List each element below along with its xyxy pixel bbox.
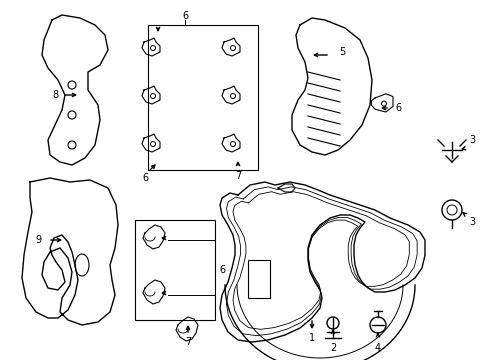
Bar: [148, 25, 258, 170]
Text: 7: 7: [184, 337, 191, 347]
Text: 6: 6: [182, 11, 188, 21]
Text: 3: 3: [468, 135, 474, 145]
Text: 6: 6: [394, 103, 400, 113]
Text: 2: 2: [329, 343, 335, 353]
Text: 8: 8: [52, 90, 58, 100]
Text: 6: 6: [219, 265, 224, 275]
Text: 4: 4: [374, 343, 380, 353]
Text: 3: 3: [468, 217, 474, 227]
Text: 1: 1: [308, 333, 314, 343]
Text: 9: 9: [35, 235, 41, 245]
Text: 6: 6: [142, 173, 148, 183]
Text: 7: 7: [234, 171, 241, 181]
Text: 5: 5: [338, 47, 345, 57]
Bar: [247, 260, 269, 298]
Bar: [135, 220, 215, 320]
